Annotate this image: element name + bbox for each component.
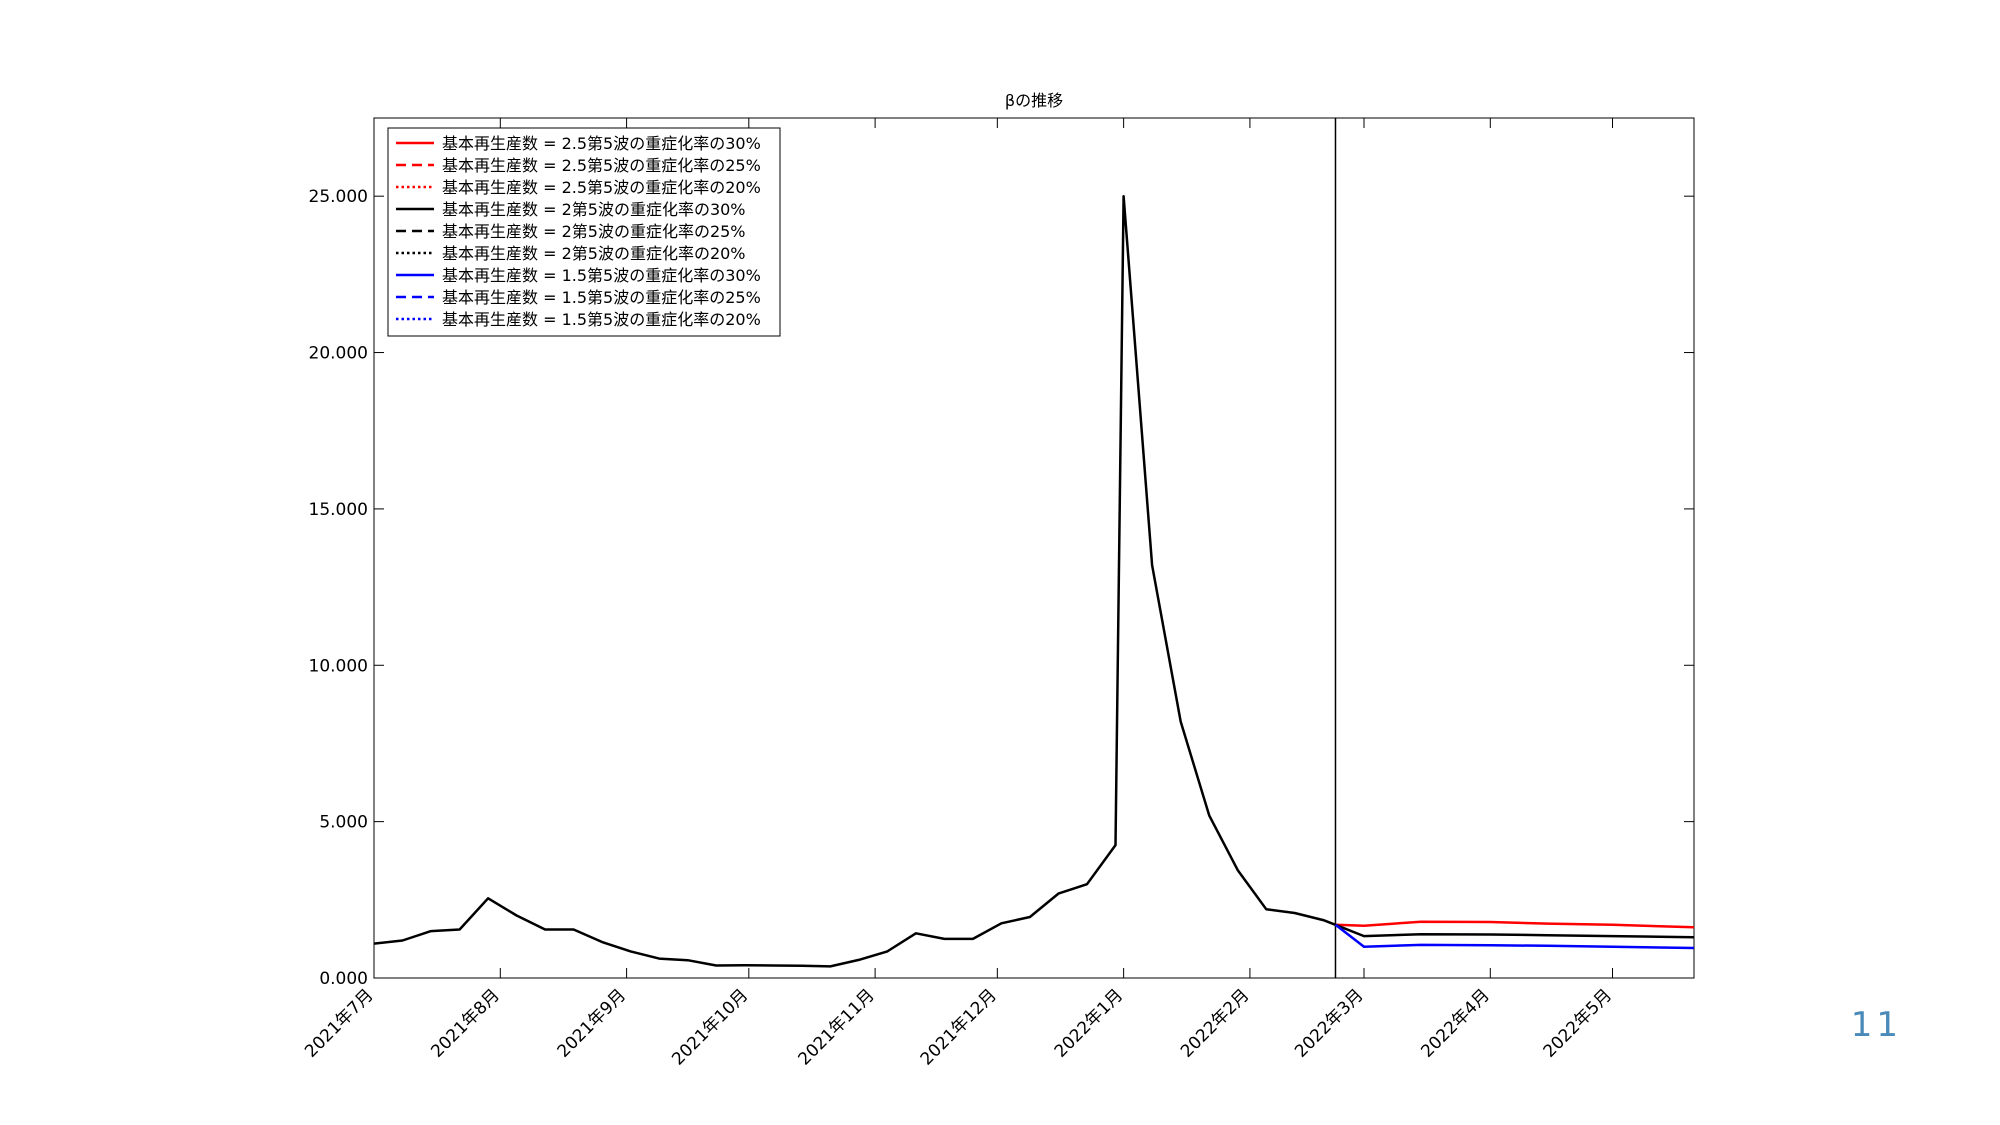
x-tick-label: 2021年8月 [427,985,503,1061]
x-tick-label: 2022年2月 [1177,985,1253,1061]
x-tick-label: 2021年11月 [795,985,879,1069]
legend-entry-2: 基本再生産数 = 2.5第5波の重症化率の20% [442,178,761,197]
series-line-6 [1334,923,1695,950]
legend-entry-4: 基本再生産数 = 2第5波の重症化率の25% [442,222,746,241]
legend: 基本再生産数 = 2.5第5波の重症化率の30% 基本再生産数 = 2.5第5波の… [387,127,781,337]
legend-entry-8: 基本再生産数 = 1.5第5波の重症化率の20% [442,310,761,329]
page-number: 11 [1850,1005,1902,1045]
y-tick-label: 10.000 [309,656,368,676]
legend-box [387,127,781,337]
legend-entry-3: 基本再生産数 = 2第5波の重症化率の30% [442,200,746,219]
plot-frame [373,117,1695,979]
legend-entry-1: 基本再生産数 = 2.5第5波の重症化率の25% [442,156,761,175]
y-tick-label: 25.000 [309,187,368,207]
y-tick-label: 0.000 [319,969,368,989]
x-tick-label: 2022年3月 [1291,985,1367,1061]
x-tick-label: 2021年7月 [301,985,377,1061]
x-tick-label: 2022年4月 [1417,985,1493,1061]
x-tick-label: 2021年12月 [917,985,1001,1069]
plot-area [373,118,1695,978]
series-line-0 [1335,920,1695,929]
series-line-3 [1335,923,1695,939]
y-tick-label: 20.000 [309,344,368,364]
y-tick-label: 15.000 [309,500,368,520]
chart-title: βの推移 [1005,91,1063,110]
y-tick-label: 5.000 [319,813,368,833]
legend-entry-7: 基本再生産数 = 1.5第5波の重症化率の25% [442,288,761,307]
legend-entry-5: 基本再生産数 = 2第5波の重症化率の20% [442,244,746,263]
legend-entry-0: 基本再生産数 = 2.5第5波の重症化率の30% [442,134,761,153]
x-tick-label: 2021年9月 [554,985,630,1061]
x-tick-label: 2021年10月 [668,985,752,1069]
x-tick-label: 2022年5月 [1540,985,1616,1061]
history-line [373,194,1336,968]
legend-entry-6: 基本再生産数 = 1.5第5波の重症化率の30% [442,266,761,285]
x-tick-label: 2022年1月 [1051,985,1127,1061]
